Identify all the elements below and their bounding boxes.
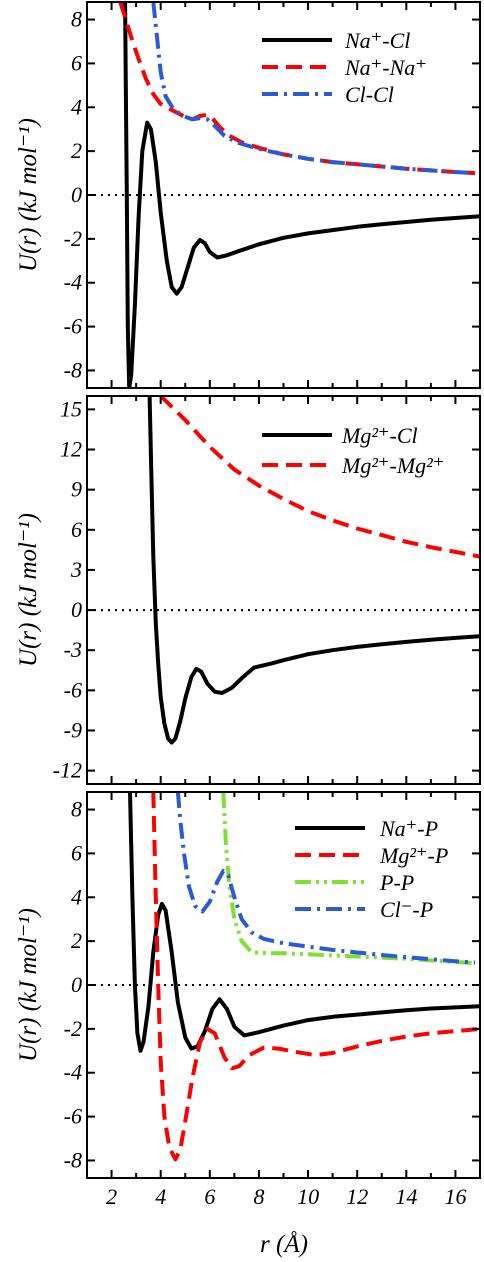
series-group <box>118 2 480 388</box>
series-group <box>128 792 480 1162</box>
y-axis-ticks: -8 -6 -4 -2 0 2 4 6 8 <box>64 797 480 1172</box>
y-axis-label: U(r) (kJ mol⁻¹) <box>15 513 42 667</box>
y-tick-label: -8 <box>64 357 82 382</box>
series-line-1 <box>159 396 480 559</box>
y-tick-label: 0 <box>71 182 82 207</box>
y-tick-label: -2 <box>64 226 82 251</box>
series-line-2 <box>151 2 476 176</box>
series-line-2 <box>221 792 476 966</box>
plot-frame <box>86 395 481 785</box>
y-tick-label: 8 <box>71 7 82 32</box>
legend-entry-label: Na⁺-Na⁺ <box>344 55 427 80</box>
y-tick-label: -4 <box>64 1060 82 1085</box>
legend-entry-label: Na⁺-Cl <box>344 28 410 53</box>
legend-entry-label: Cl⁻-P <box>380 897 433 922</box>
legend-entry-label: Mg²⁺-P <box>379 843 448 868</box>
x-tick-label: 14 <box>395 1184 417 1209</box>
x-axis-ticks: 2 4 6 8 10 12 14 16 <box>86 792 481 1209</box>
y-tick-label: 4 <box>71 884 82 909</box>
series-line-3 <box>175 792 476 965</box>
y-tick-label: 6 <box>71 840 82 865</box>
y-tick-label: -6 <box>64 314 82 339</box>
y-axis-ticks: -12 -9 -6 -3 0 3 6 9 12 15 <box>53 396 480 783</box>
x-tick-label: 8 <box>253 1184 264 1209</box>
panel-top: -8 -6 -4 -2 0 2 4 6 8 U(r) (kJ mol⁻¹) Na⁺-ClNa⁺-… <box>15 1 481 389</box>
y-tick-label: 9 <box>71 477 82 502</box>
y-axis-label: U(r) (kJ mol⁻¹) <box>15 118 42 272</box>
y-tick-label: 15 <box>60 396 82 421</box>
panel-bottom: -8 -6 -4 -2 0 2 4 6 8 2 4 6 8 10 12 14 16 U(r) (kJ mol⁻… <box>15 791 481 1209</box>
series-line-0 <box>147 396 480 745</box>
y-tick-label: 0 <box>71 972 82 997</box>
plot-frame <box>86 1 481 389</box>
y-tick-label: 6 <box>71 50 82 75</box>
y-tick-label: 0 <box>71 597 82 622</box>
y-tick-label: 4 <box>71 94 82 119</box>
y-tick-label: 2 <box>71 138 82 163</box>
y-tick-label: 8 <box>71 797 82 822</box>
y-tick-label: 2 <box>71 928 82 953</box>
legend-entry-label: Na⁺-P <box>379 816 438 841</box>
legend-entry-label: P-P <box>379 870 414 895</box>
x-tick-label: 6 <box>204 1184 215 1209</box>
x-tick-label: 12 <box>346 1184 368 1209</box>
y-tick-label: -4 <box>64 270 82 295</box>
x-tick-label: 10 <box>297 1184 319 1209</box>
y-tick-label: -8 <box>64 1147 82 1172</box>
y-axis-ticks: -8 -6 -4 -2 0 2 4 6 8 <box>64 7 480 382</box>
y-tick-label: -12 <box>53 758 82 783</box>
y-axis-label: U(r) (kJ mol⁻¹) <box>15 908 42 1062</box>
series-line-1 <box>118 2 476 176</box>
y-tick-label: -9 <box>64 717 82 742</box>
legend-entry-label: Mg²⁺-Cl <box>341 423 418 448</box>
y-tick-label: 3 <box>70 557 82 582</box>
legend-entry-label: Cl-Cl <box>345 82 394 107</box>
x-tick-label: 2 <box>106 1184 117 1209</box>
y-tick-label: -6 <box>64 677 82 702</box>
legend-entry-label: Mg²⁺-Mg²⁺ <box>341 453 444 478</box>
series-line-0 <box>123 2 480 388</box>
x-tick-label: 4 <box>155 1184 166 1209</box>
y-tick-label: -6 <box>64 1104 82 1129</box>
series-group <box>147 396 480 745</box>
y-tick-label: 12 <box>60 437 82 462</box>
y-tick-label: 6 <box>71 517 82 542</box>
plot-frame <box>86 791 481 1179</box>
x-axis-label: r (Å) <box>260 1231 308 1258</box>
y-tick-label: -3 <box>64 637 82 662</box>
legend: Mg²⁺-Cl Mg²⁺-Mg²⁺ <box>262 423 444 478</box>
x-tick-label: 16 <box>444 1184 466 1209</box>
series-line-1 <box>151 792 480 1162</box>
y-tick-label: -2 <box>64 1016 82 1041</box>
panel-middle: -12 -9 -6 -3 0 3 6 9 12 15 U(r) (kJ mol⁻¹) Mg²⁺-C… <box>15 395 481 785</box>
